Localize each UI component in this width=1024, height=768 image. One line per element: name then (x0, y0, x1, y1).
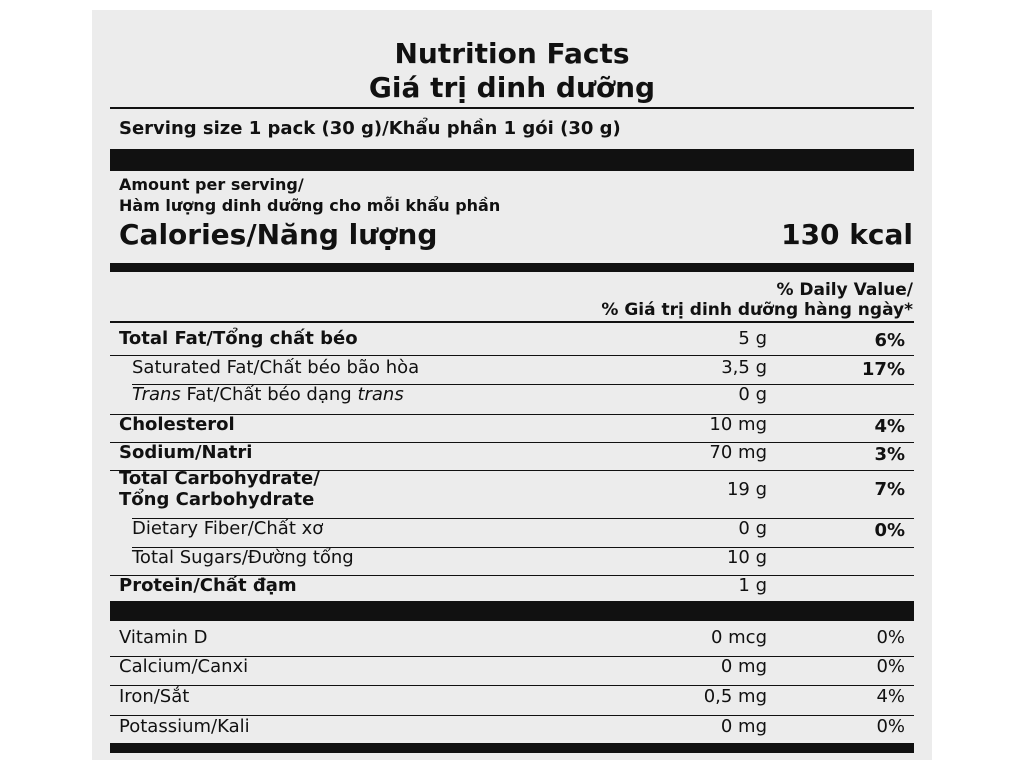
divider (132, 518, 914, 519)
trans-fat-amount: 0 g (738, 384, 767, 405)
amount-per-serving-en: Amount per serving/ (119, 175, 304, 194)
potassium-dv: 0% (876, 716, 905, 737)
total-fat-amount: 5 g (738, 328, 767, 349)
dv-header-2: % Giá trị dinh dưỡng hàng ngày* (601, 300, 913, 320)
cholesterol-dv: 4% (874, 416, 905, 437)
iron-dv: 4% (876, 686, 905, 707)
total-carb-dv: 7% (874, 479, 905, 500)
protein-amount: 1 g (738, 575, 767, 596)
dv-header-1: % Daily Value/ (776, 280, 913, 300)
protein-label: Protein/Chất đạm (119, 575, 297, 596)
fiber-amount: 0 g (738, 518, 767, 539)
total-fat-dv: 6% (874, 330, 905, 351)
divider (110, 414, 914, 415)
thick-bar (110, 149, 914, 171)
calcium-dv: 0% (876, 656, 905, 677)
trans-fat-label: Trans Fat/Chất béo dạng trans (132, 384, 404, 405)
total-carb-label-vi: Tổng Carbohydrate (119, 489, 315, 510)
vitamin-d-dv: 0% (876, 627, 905, 648)
calories-label: Calories/Năng lượng (119, 218, 438, 251)
divider (132, 547, 914, 548)
total-carb-label-en: Total Carbohydrate/ (119, 468, 320, 489)
divider (110, 470, 914, 471)
potassium-amount: 0 mg (720, 716, 767, 737)
iron-label: Iron/Sắt (119, 686, 190, 707)
sat-fat-label: Saturated Fat/Chất béo bão hòa (132, 357, 420, 378)
cholesterol-amount: 10 mg (709, 414, 767, 435)
total-carb-amount: 19 g (726, 479, 767, 500)
total-fat-label: Total Fat/Tổng chất béo (119, 328, 358, 349)
divider (132, 384, 914, 385)
serving-size: Serving size 1 pack (30 g)/Khẩu phần 1 g… (119, 118, 621, 139)
fiber-dv: 0% (874, 520, 905, 541)
amount-per-serving-vi: Hàm lượng dinh dưỡng cho mỗi khẩu phần (119, 196, 501, 215)
divider (110, 321, 914, 323)
sat-fat-dv: 17% (861, 359, 905, 380)
potassium-label: Potassium/Kali (119, 716, 250, 737)
bottom-bar (110, 743, 914, 753)
medium-bar (110, 263, 914, 272)
vitamin-d-label: Vitamin D (119, 627, 208, 648)
fiber-label: Dietary Fiber/Chất xơ (132, 518, 324, 539)
divider (110, 685, 914, 686)
cholesterol-label: Cholesterol (119, 414, 235, 435)
sugars-label: Total Sugars/Đường tổng (132, 547, 354, 568)
title-vi: Giá trị dinh dưỡng (368, 71, 656, 104)
divider (110, 715, 914, 716)
divider (110, 442, 914, 443)
nutrition-label: Nutrition Facts Giá trị dinh dưỡng Servi… (92, 10, 932, 760)
calcium-amount: 0 mg (720, 656, 767, 677)
sat-fat-amount: 3,5 g (721, 357, 767, 378)
sodium-label: Sodium/Natri (119, 442, 253, 463)
sodium-amount: 70 mg (709, 442, 767, 463)
calories-value: 130 kcal (781, 218, 913, 251)
calcium-label: Calcium/Canxi (119, 656, 249, 677)
divider (110, 107, 914, 109)
sodium-dv: 3% (874, 444, 905, 465)
vitamin-d-amount: 0 mcg (710, 627, 767, 648)
divider (110, 656, 914, 657)
iron-amount: 0,5 mg (703, 686, 767, 707)
divider (110, 575, 914, 576)
divider (110, 355, 914, 356)
sugars-amount: 10 g (726, 547, 767, 568)
thick-bar (110, 601, 914, 621)
title-en: Nutrition Facts (394, 37, 630, 70)
